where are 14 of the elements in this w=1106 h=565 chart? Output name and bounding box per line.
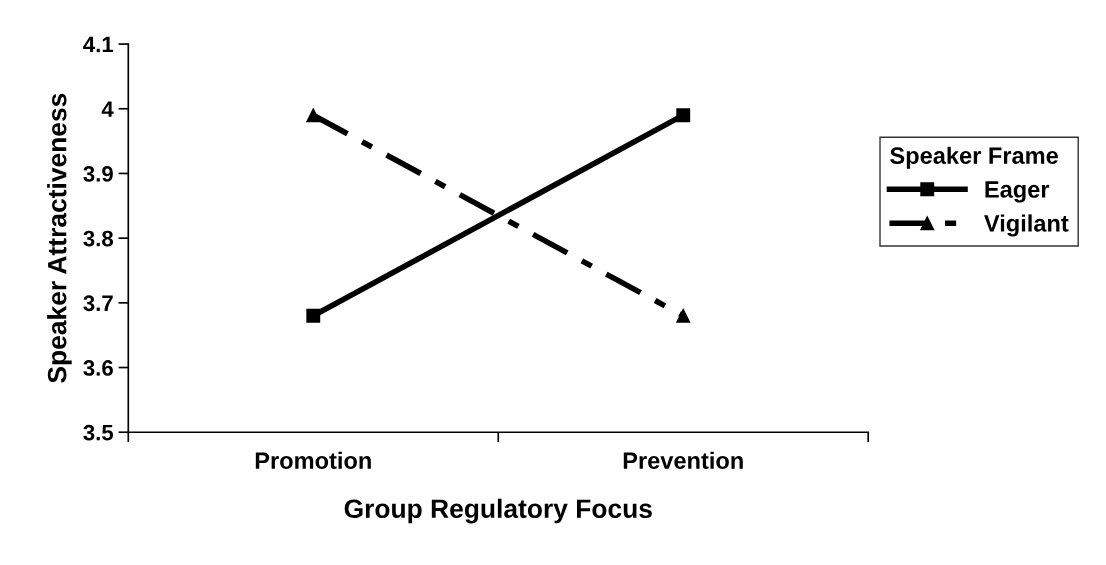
y-tick-label: 4.1 bbox=[83, 36, 114, 53]
y-tick-label: 4 bbox=[101, 101, 114, 117]
y-tick-label: 3.5 bbox=[83, 424, 114, 441]
legend-label: Eager bbox=[985, 181, 1050, 203]
x-tick-label: Promotion bbox=[255, 451, 371, 470]
x-tick-label: Prevention bbox=[623, 451, 743, 470]
y-tick-label: 3.6 bbox=[83, 360, 113, 376]
y-tick-label: 3.7 bbox=[83, 295, 113, 312]
y-axis-title: Speaker Attractiveness bbox=[47, 93, 72, 383]
y-tick-label: 3.9 bbox=[83, 165, 113, 182]
legend-title: Speaker Frame bbox=[890, 146, 1058, 169]
x-axis-title: Group Regulatory Focus bbox=[344, 498, 652, 524]
y-tick-label: 3.8 bbox=[83, 230, 114, 247]
legend-label: Vigilant bbox=[984, 214, 1069, 237]
